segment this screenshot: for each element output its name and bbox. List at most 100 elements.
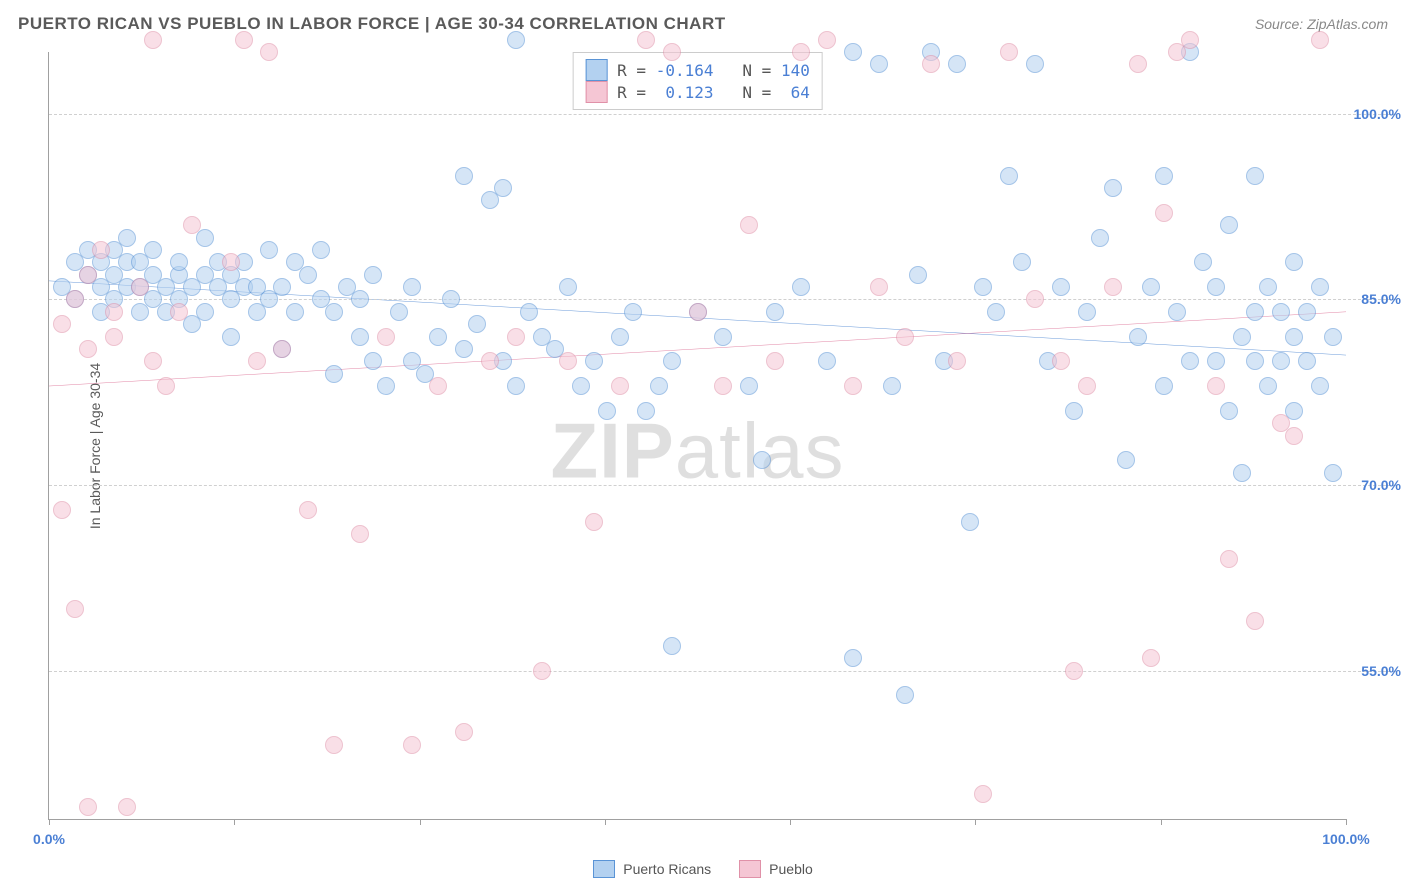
scatter-point [1142,649,1160,667]
scatter-point [455,340,473,358]
scatter-point [533,662,551,680]
scatter-point [92,241,110,259]
x-tick [790,819,791,825]
scatter-point [1052,352,1070,370]
scatter-point [1207,352,1225,370]
scatter-point [572,377,590,395]
scatter-point [818,352,836,370]
scatter-point [79,798,97,816]
scatter-point [766,303,784,321]
scatter-point [792,278,810,296]
legend-swatch [739,860,761,878]
scatter-point [273,340,291,358]
scatter-point [1026,290,1044,308]
scatter-point [598,402,616,420]
scatter-point [1285,328,1303,346]
scatter-point [1129,328,1147,346]
scatter-point [170,253,188,271]
scatter-point [663,637,681,655]
scatter-point [1207,377,1225,395]
scatter-point [987,303,1005,321]
scatter-point [118,798,136,816]
scatter-point [429,328,447,346]
scatter-point [883,377,901,395]
scatter-point [79,340,97,358]
scatter-point [299,266,317,284]
scatter-point [585,513,603,531]
trend-lines [49,52,1346,819]
scatter-point [286,303,304,321]
scatter-point [1168,303,1186,321]
scatter-point [1013,253,1031,271]
scatter-point [196,229,214,247]
scatter-point [650,377,668,395]
scatter-point [507,31,525,49]
scatter-point [222,328,240,346]
scatter-point [183,216,201,234]
scatter-point [196,303,214,321]
scatter-point [637,402,655,420]
scatter-point [844,649,862,667]
scatter-point [1298,303,1316,321]
scatter-point [325,303,343,321]
scatter-point [1104,179,1122,197]
scatter-point [325,736,343,754]
scatter-point [79,266,97,284]
scatter-point [1026,55,1044,73]
scatter-point [870,278,888,296]
scatter-point [66,290,84,308]
scatter-point [403,736,421,754]
scatter-point [740,216,758,234]
scatter-point [144,241,162,259]
plot-area: ZIPatlas R = -0.164 N = 140R = 0.123 N =… [48,52,1346,820]
scatter-point [1233,464,1251,482]
scatter-point [390,303,408,321]
scatter-point [429,377,447,395]
scatter-point [325,365,343,383]
scatter-point [1220,550,1238,568]
gridline [49,485,1396,486]
scatter-point [611,328,629,346]
scatter-point [1246,352,1264,370]
scatter-point [312,241,330,259]
x-tick-label: 0.0% [33,831,65,847]
chart-title: PUERTO RICAN VS PUEBLO IN LABOR FORCE | … [18,14,726,34]
scatter-point [1272,303,1290,321]
scatter-point [520,303,538,321]
scatter-point [1065,662,1083,680]
series-legend-label: Pueblo [769,861,813,877]
scatter-point [222,253,240,271]
scatter-point [1091,229,1109,247]
scatter-point [1324,464,1342,482]
scatter-point [1285,427,1303,445]
scatter-point [1155,377,1173,395]
scatter-point [1194,253,1212,271]
scatter-point [351,290,369,308]
scatter-point [248,352,266,370]
scatter-point [1220,216,1238,234]
scatter-point [1104,278,1122,296]
scatter-point [481,352,499,370]
gridline [49,671,1396,672]
y-tick-label: 100.0% [1354,106,1401,122]
scatter-point [1207,278,1225,296]
scatter-point [273,278,291,296]
scatter-point [351,525,369,543]
scatter-point [131,278,149,296]
scatter-point [961,513,979,531]
scatter-point [144,352,162,370]
scatter-point [559,352,577,370]
scatter-point [1181,352,1199,370]
scatter-point [559,278,577,296]
scatter-point [364,266,382,284]
scatter-point [1181,31,1199,49]
scatter-point [948,352,966,370]
scatter-point [753,451,771,469]
scatter-point [455,723,473,741]
scatter-point [1000,167,1018,185]
x-tick [49,819,50,825]
scatter-point [585,352,603,370]
scatter-point [1155,204,1173,222]
scatter-point [1285,253,1303,271]
scatter-point [1311,31,1329,49]
